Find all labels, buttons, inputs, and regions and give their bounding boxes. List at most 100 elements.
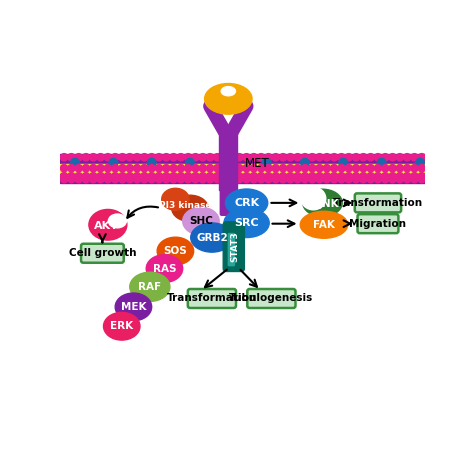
Circle shape [163,173,170,180]
Circle shape [82,173,90,180]
Circle shape [316,175,323,183]
Circle shape [360,154,367,161]
Circle shape [272,173,279,180]
Ellipse shape [205,83,252,114]
Circle shape [75,154,82,161]
Circle shape [301,164,309,172]
Circle shape [257,164,265,172]
Circle shape [184,173,192,180]
Circle shape [214,173,221,180]
Circle shape [206,154,214,161]
Circle shape [279,164,287,172]
Circle shape [418,154,425,161]
Circle shape [250,173,257,180]
Circle shape [265,175,272,183]
Circle shape [147,158,156,167]
Text: FAK: FAK [313,220,335,230]
Circle shape [61,175,68,183]
Circle shape [411,173,418,180]
Circle shape [61,154,68,161]
Circle shape [262,158,271,167]
Circle shape [367,175,374,183]
Circle shape [104,175,111,183]
Circle shape [323,175,330,183]
Ellipse shape [115,293,152,321]
Circle shape [90,175,97,183]
Text: RAF: RAF [138,282,162,292]
Circle shape [389,154,396,161]
Circle shape [418,173,425,180]
Circle shape [339,158,347,167]
Circle shape [163,154,170,161]
Circle shape [360,164,367,172]
Circle shape [403,173,411,180]
Circle shape [68,173,75,180]
Text: ERK: ERK [110,321,133,331]
Circle shape [330,164,338,172]
Circle shape [214,164,221,172]
Ellipse shape [303,189,342,217]
Circle shape [345,154,352,161]
Circle shape [316,164,323,172]
Circle shape [148,175,155,183]
Circle shape [360,173,367,180]
Circle shape [111,164,119,172]
Text: GRB2: GRB2 [196,233,228,243]
Circle shape [228,164,236,172]
Circle shape [97,175,104,183]
Ellipse shape [103,312,140,340]
Circle shape [265,173,272,180]
Circle shape [345,175,352,183]
Text: MET: MET [245,156,270,170]
Circle shape [186,158,194,167]
Text: Transformation: Transformation [333,198,423,208]
Circle shape [148,164,155,172]
Circle shape [352,173,360,180]
Circle shape [90,154,97,161]
Circle shape [236,154,243,161]
Ellipse shape [162,188,189,210]
Circle shape [330,175,338,183]
Circle shape [192,164,199,172]
Circle shape [184,175,192,183]
Circle shape [206,164,214,172]
Text: AKT: AKT [93,220,118,230]
Circle shape [367,154,374,161]
Circle shape [301,173,309,180]
Circle shape [221,173,228,180]
Circle shape [250,154,257,161]
Ellipse shape [191,223,233,252]
Ellipse shape [89,210,127,240]
Circle shape [389,175,396,183]
Circle shape [61,164,68,172]
Circle shape [155,154,163,161]
Circle shape [316,154,323,161]
Circle shape [257,154,265,161]
Circle shape [338,173,345,180]
Circle shape [155,175,163,183]
Circle shape [396,175,403,183]
Circle shape [243,164,250,172]
Circle shape [345,173,352,180]
Circle shape [287,154,294,161]
FancyBboxPatch shape [188,289,236,308]
Circle shape [316,173,323,180]
Circle shape [126,164,133,172]
Circle shape [75,164,82,172]
Ellipse shape [109,214,127,228]
Circle shape [309,164,316,172]
Circle shape [170,164,177,172]
Circle shape [309,173,316,180]
Ellipse shape [182,207,219,235]
Circle shape [236,175,243,183]
Circle shape [141,164,148,172]
Circle shape [68,175,75,183]
Circle shape [396,164,403,172]
Circle shape [228,175,236,183]
Text: MEK: MEK [121,302,146,312]
Ellipse shape [172,195,208,221]
Circle shape [224,158,233,167]
Circle shape [177,173,184,180]
Circle shape [352,164,360,172]
Circle shape [236,173,243,180]
